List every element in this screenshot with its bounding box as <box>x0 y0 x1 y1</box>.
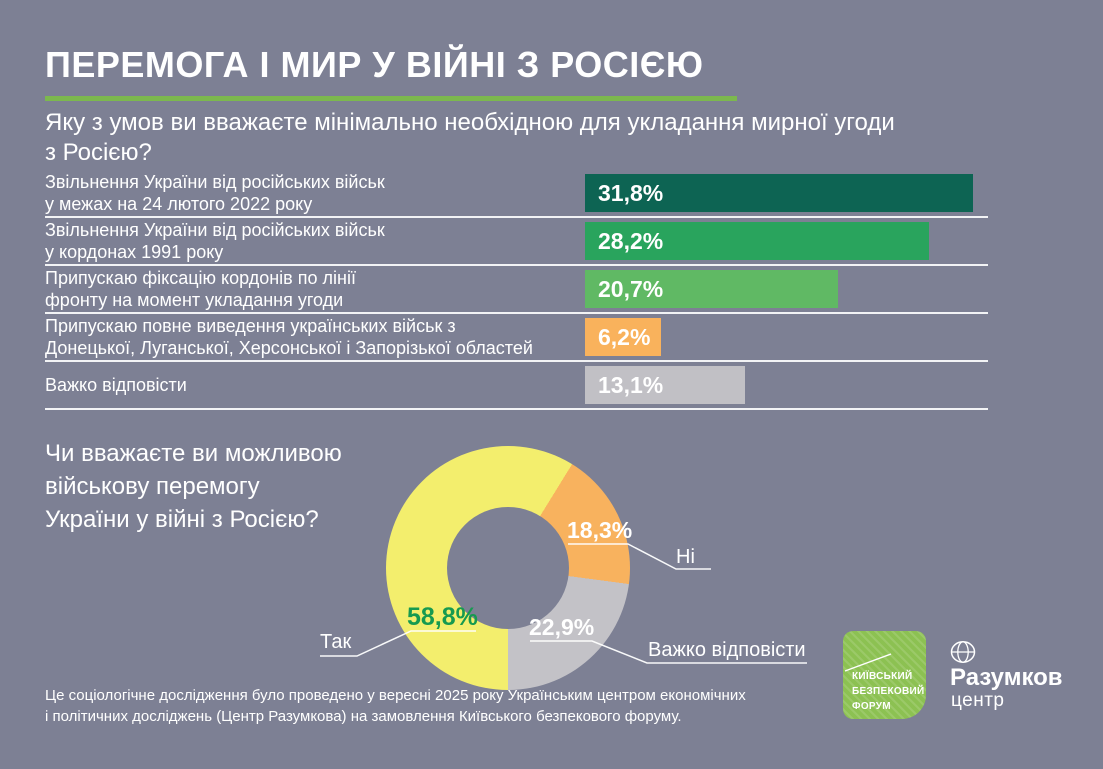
bar-track: 28,2% <box>585 222 988 260</box>
bar-value-label: 31,8% <box>598 179 664 206</box>
bar-row: Звільнення України від російських військ… <box>45 218 988 266</box>
donut-hole <box>447 507 569 629</box>
bar-category-label: Важко відповісти <box>45 375 187 395</box>
razumkov-logo: Разумков центр <box>950 641 1063 711</box>
bar-row: Припускаю фіксацію кордонів по лінії фро… <box>45 266 988 314</box>
title-underline <box>45 96 737 101</box>
bar: 13,1% <box>585 366 745 404</box>
bar-category-label: Звільнення України від російських військ… <box>45 172 385 214</box>
kbf-logo: КИЇВСЬКИЙ БЕЗПЕКОВИЙ ФОРУМ <box>843 631 926 719</box>
bar: 20,7% <box>585 270 838 308</box>
donut-value-label: 58,8% <box>407 603 478 631</box>
bar-value-label: 28,2% <box>598 227 664 254</box>
survey-question-2: Чи вважаєте ви можливою військову перемо… <box>45 440 342 533</box>
bar-track: 13,1% <box>585 366 988 404</box>
page-title: ПЕРЕМОГА І МИР У ВІЙНІ З РОСІЄЮ <box>45 44 704 85</box>
bar-category-label: Звільнення України від російських військ… <box>45 220 385 262</box>
bar-category-label: Припускаю фіксацію кордонів по лінії фро… <box>45 268 356 310</box>
survey-question-1: Яку з умов ви вважаєте мінімально необхі… <box>45 109 895 166</box>
bar-track: 6,2% <box>585 318 988 356</box>
bar: 31,8% <box>585 174 974 212</box>
globe-icon <box>950 641 976 663</box>
donut-slice-label: Так <box>320 631 352 653</box>
donut-value-label: 22,9% <box>529 614 595 640</box>
bar-row: Припускаю повне виведення українських ві… <box>45 314 988 362</box>
donut-slice-label: Ні <box>676 546 695 568</box>
razumkov-name: Разумков <box>950 664 1063 691</box>
bar-value-label: 20,7% <box>598 275 664 302</box>
donut-value-label: 18,3% <box>567 517 633 543</box>
bar-row: Важко відповісти 13,1% <box>45 362 988 410</box>
victory-donut-chart <box>386 446 630 690</box>
kbf-slash-icon <box>844 653 892 672</box>
bar: 6,2% <box>585 318 661 356</box>
bar-track: 31,8% <box>585 174 988 212</box>
conditions-bar-chart: Звільнення України від російських військ… <box>45 170 988 410</box>
footnote: Це соціологічне дослідження було проведе… <box>45 687 746 725</box>
bar-value-label: 6,2% <box>598 323 651 350</box>
bar-value-label: 13,1% <box>598 371 664 398</box>
razumkov-subtitle: центр <box>951 690 1005 711</box>
bar-track: 20,7% <box>585 270 988 308</box>
kbf-logo-text: КИЇВСЬКИЙ БЕЗПЕКОВИЙ ФОРУМ <box>852 671 925 712</box>
bar-category-label: Припускаю повне виведення українських ві… <box>45 316 533 358</box>
donut-slice-label: Важко відповісти <box>648 639 806 661</box>
bar-row: Звільнення України від російських військ… <box>45 170 988 218</box>
bar: 28,2% <box>585 222 930 260</box>
